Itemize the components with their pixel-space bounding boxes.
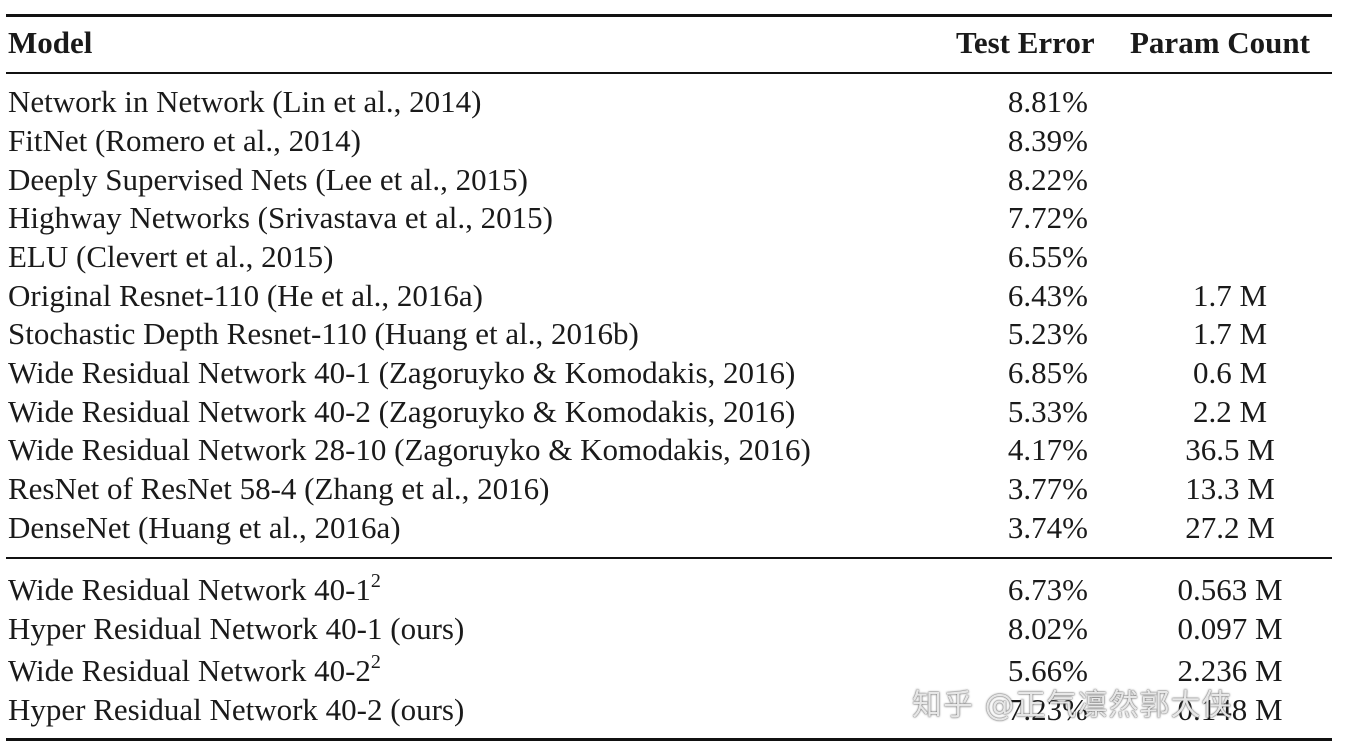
table-row-error: 5.23% [1007,316,1088,351]
watermark: 知乎 @正气凛然郭大侠 [912,688,1233,723]
table-row-model: ELU (Clevert et al., 2015) [8,239,334,274]
table-row-error: 4.17% [1007,432,1088,467]
group-separator-rule [6,557,1332,559]
table-row-error: 6.55% [1007,239,1088,274]
table-row-model: Stochastic Depth Resnet-110 (Huang et al… [8,316,639,351]
header-param-count: Param Count [1130,25,1310,60]
table-row-params: 2.2 M [1192,394,1268,429]
table-row-params: 1.7 M [1192,278,1268,313]
model-name: Wide Residual Network 40-2 [8,653,371,688]
table-row-model: Deeply Supervised Nets (Lee et al., 2015… [8,162,528,197]
table-row-model: FitNet (Romero et al., 2014) [8,123,361,158]
table-row-params: 1.7 M [1192,316,1268,351]
table-row-params: 0.563 M [1177,572,1283,607]
table-row-error: 8.22% [1007,162,1088,197]
table-row-model: Wide Residual Network 40-22 [8,651,381,689]
table-row-error: 6.43% [1007,278,1088,313]
table-row-model: DenseNet (Huang et al., 2016a) [8,510,401,545]
table-row-error: 8.02% [1007,611,1088,646]
table-row-error: 5.66% [1007,653,1088,688]
top-rule [6,14,1332,17]
table-row-params: 0.6 M [1192,355,1268,390]
header-rule [6,72,1332,74]
table-row-model: Highway Networks (Srivastava et al., 201… [8,200,553,235]
table-row-model: Wide Residual Network 40-1 (Zagoruyko & … [8,355,796,390]
table-row-model: Wide Residual Network 28-10 (Zagoruyko &… [8,432,811,467]
table-row-params: 0.148 M [1177,692,1283,727]
table-row-params: 27.2 M [1185,510,1275,545]
table-row-error: 6.85% [1007,355,1088,390]
table-row-model: Network in Network (Lin et al., 2014) [8,84,482,119]
footnote-marker: 2 [370,651,381,673]
table-row-error: 5.33% [1007,394,1088,429]
table-row-model: Original Resnet-110 (He et al., 2016a) [8,278,483,313]
table-row-error: 3.74% [1007,510,1088,545]
table-row-params: 2.236 M [1177,653,1283,688]
table-row-model: ResNet of ResNet 58-4 (Zhang et al., 201… [8,471,550,506]
table-row-model: Wide Residual Network 40-2 (Zagoruyko & … [8,394,796,429]
table-row-model: Hyper Residual Network 40-2 (ours) [8,692,465,727]
model-name: Wide Residual Network 40-1 [8,572,371,607]
header-test-error: Test Error [956,25,1095,60]
table-row-error: 7.23% [1007,692,1088,727]
table-row-error: 7.72% [1007,200,1088,235]
table-row-params: 13.3 M [1185,471,1275,506]
table-row-model: Wide Residual Network 40-12 [8,570,381,608]
bottom-rule [6,738,1332,741]
header-model: Model [8,25,93,60]
table-row-error: 3.77% [1007,471,1088,506]
table-row-error: 8.39% [1007,123,1088,158]
table-row-params: 36.5 M [1185,432,1275,467]
table-row-error: 8.81% [1007,84,1088,119]
footnote-marker: 2 [370,570,381,592]
table-row-params: 0.097 M [1177,611,1283,646]
table-row-error: 6.73% [1007,572,1088,607]
table-row-model: Hyper Residual Network 40-1 (ours) [8,611,465,646]
